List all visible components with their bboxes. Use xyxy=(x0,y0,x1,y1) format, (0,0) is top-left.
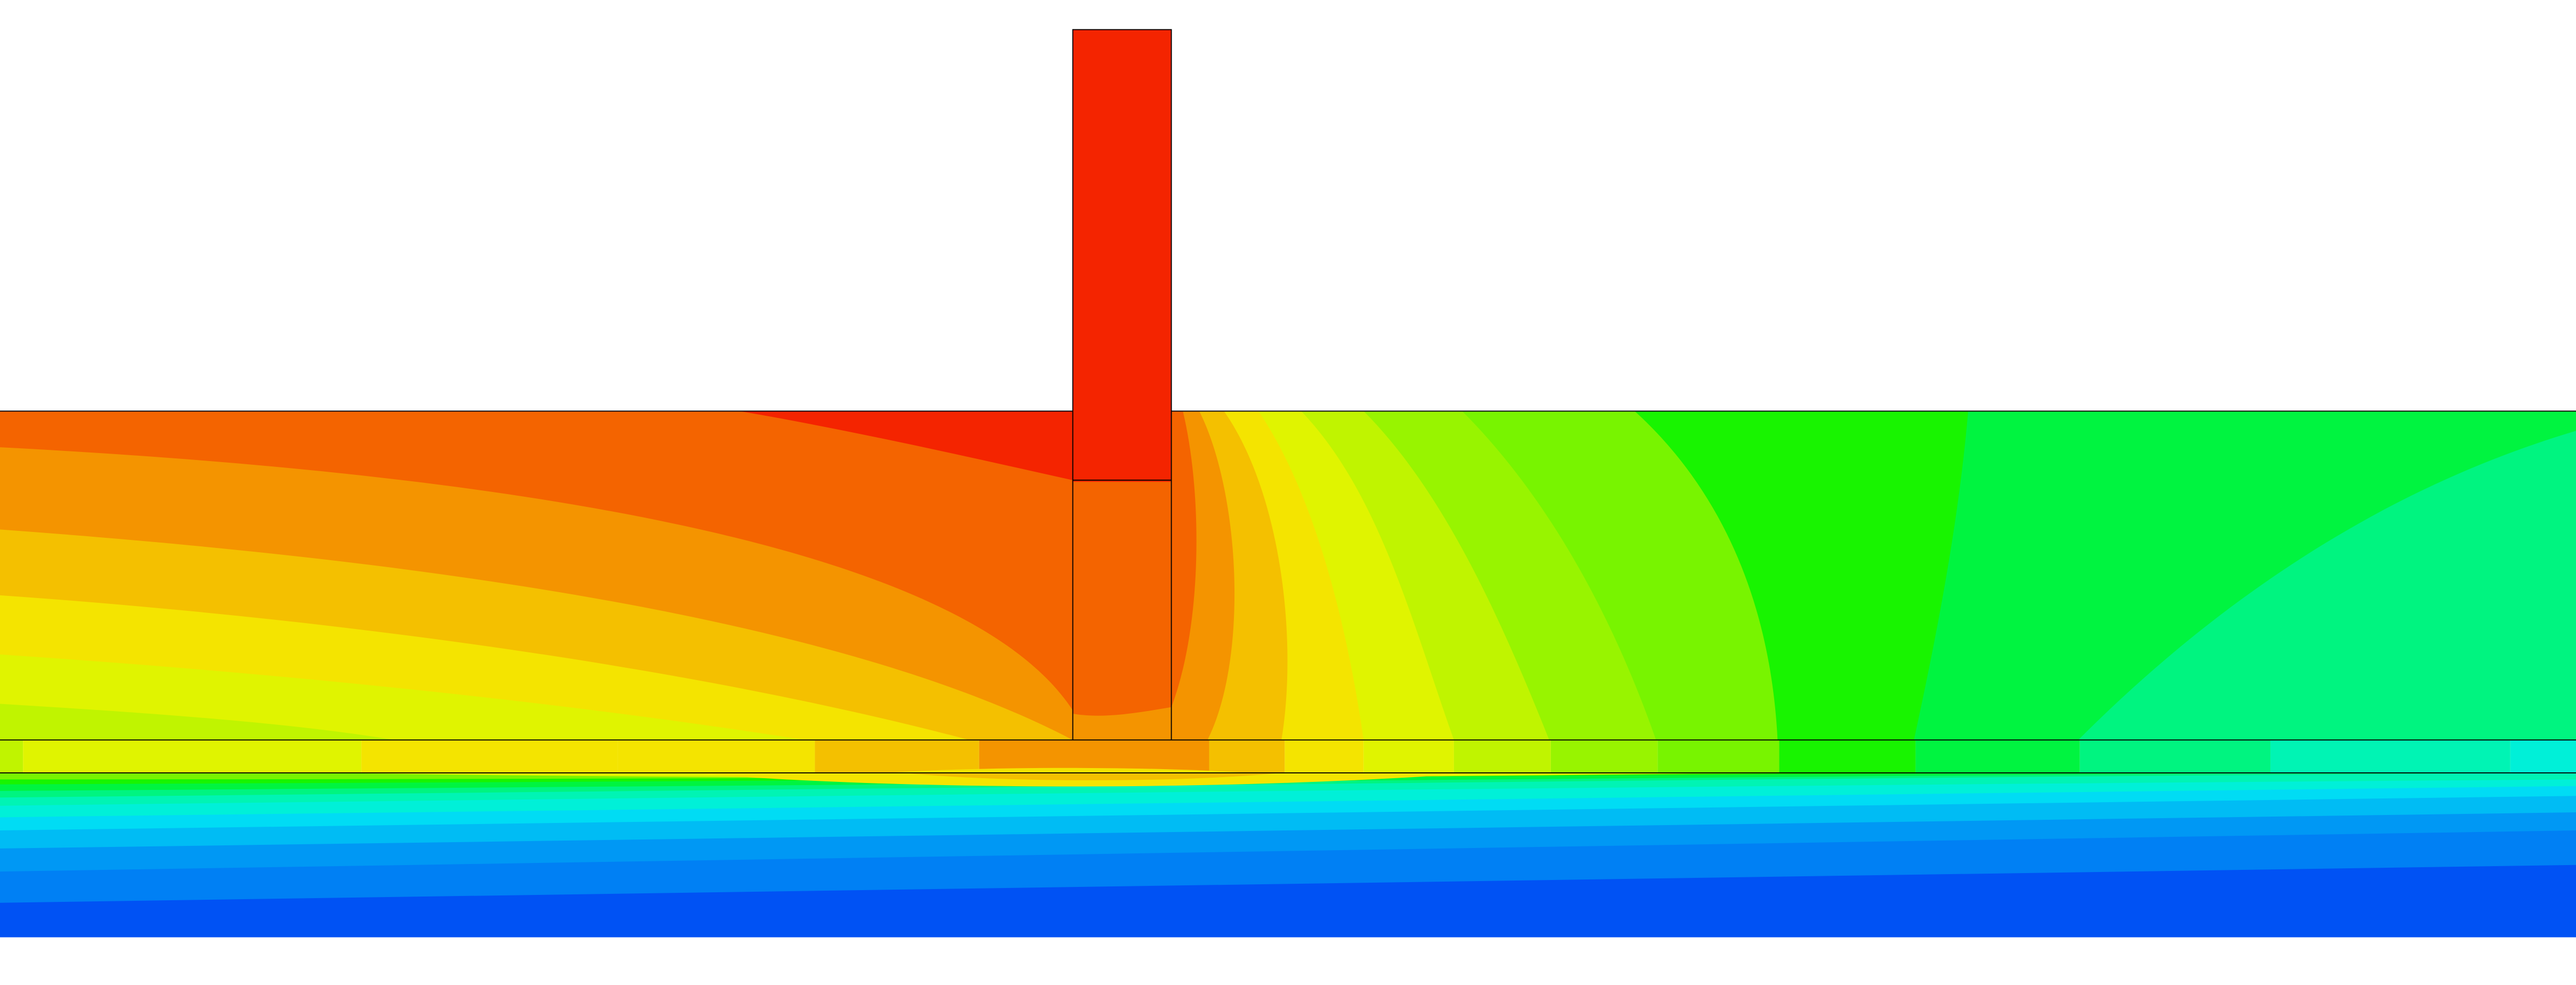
upper-slab-left xyxy=(0,411,1073,740)
vertical-column xyxy=(1072,29,1172,740)
interface-band-yellow-2 xyxy=(617,740,815,773)
column-band-red-orange xyxy=(1072,481,1172,740)
interface-band-aquamarine xyxy=(2270,740,2510,773)
interface-layer xyxy=(0,740,2576,773)
right-band-red-orange xyxy=(1171,411,1197,707)
interface-band-orange xyxy=(979,740,1209,773)
interface-band-yellow-green-right xyxy=(1363,740,1454,773)
interface-band-spring-green xyxy=(1915,740,2080,773)
interface-band-yellow-orange xyxy=(815,740,979,773)
interface-band-mint xyxy=(2079,740,2271,773)
interface-band-light-green-right xyxy=(1453,740,1551,773)
interface-band-yellow-orange-right xyxy=(1209,740,1285,773)
interface-band-yellow-right xyxy=(1285,740,1364,773)
domain-outlines xyxy=(0,29,2576,773)
interface-band-light-green-left xyxy=(0,740,23,773)
left-band-light-green xyxy=(0,704,395,740)
lower-slab xyxy=(0,773,2576,938)
interface-band-yellow-green xyxy=(23,740,362,773)
interface-hotspot xyxy=(887,768,1249,773)
lower-band-yellow-orange xyxy=(903,773,1282,780)
interface-band-cyan-green xyxy=(2510,740,2576,773)
interface-band-green-lime xyxy=(1657,740,1779,773)
interface-band-yellow-1 xyxy=(361,740,618,773)
interface-band-green xyxy=(1779,740,1916,773)
interface-band-lime xyxy=(1550,740,1658,773)
upper-slab-right xyxy=(1171,411,2576,740)
column-band-orange xyxy=(1072,707,1172,740)
column-outline xyxy=(1072,29,1172,740)
